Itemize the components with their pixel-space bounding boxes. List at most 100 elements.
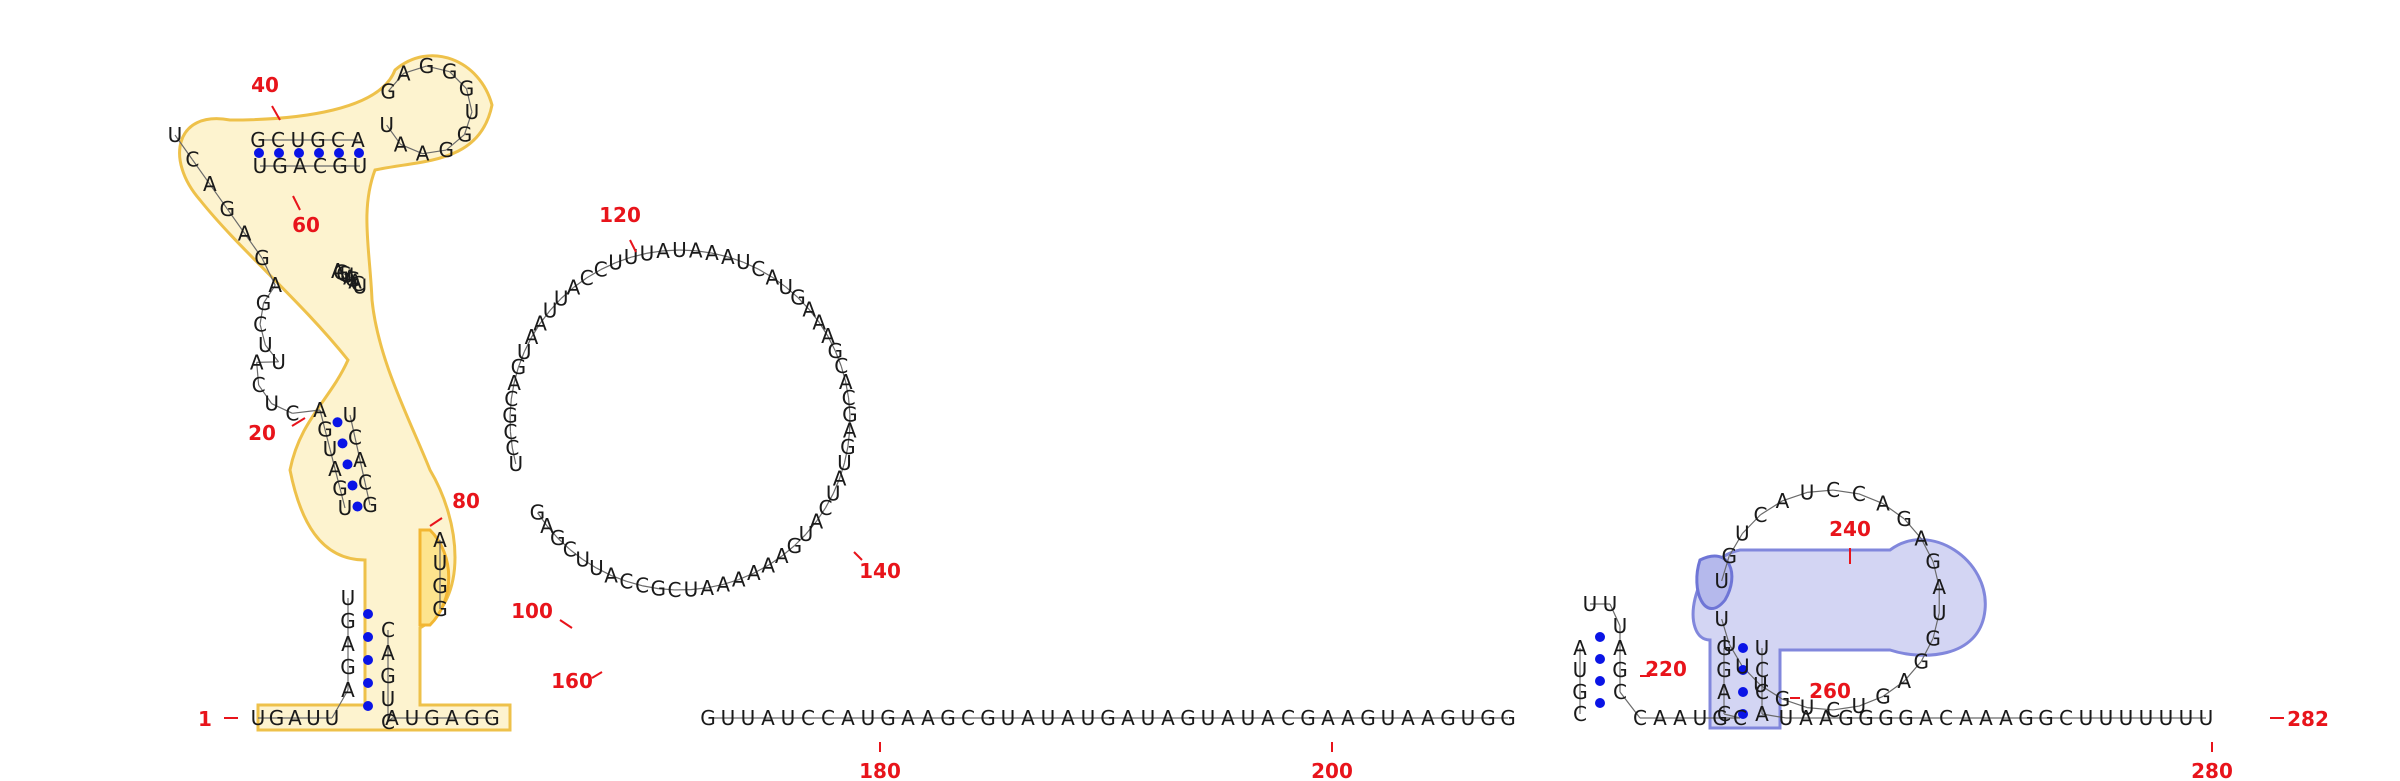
nucleotide: G: [1898, 706, 1914, 730]
nucleotide: G: [1180, 706, 1196, 730]
nucleotide: U: [338, 496, 353, 520]
position-label: 260: [1809, 679, 1851, 703]
position-tick: [292, 195, 301, 211]
position-label: 60: [292, 213, 320, 237]
nucleotide: U: [1001, 706, 1016, 730]
nucleotide: C: [271, 128, 285, 152]
nucleotide: C: [313, 154, 327, 178]
nucleotide: U: [1583, 592, 1598, 616]
position-tick: [291, 417, 306, 427]
nucleotide: C: [1281, 706, 1295, 730]
nucleotide: U: [1201, 706, 1216, 730]
nucleotide: U: [253, 154, 268, 178]
nucleotide: U: [1852, 694, 1867, 718]
nucleotide: G: [980, 706, 996, 730]
nucleotide: G: [842, 402, 858, 426]
nucleotide: A: [1919, 706, 1933, 730]
nucleotide: G: [464, 706, 480, 730]
nucleotide: G: [332, 154, 348, 178]
nucleotide: A: [1876, 492, 1890, 516]
nucleotide: G: [1480, 706, 1496, 730]
nucleotide: A: [1121, 706, 1135, 730]
nucleotide: G: [1612, 658, 1628, 682]
nucleotide: G: [254, 246, 270, 270]
base-pair-dot: [363, 609, 373, 619]
nucleotide: C: [381, 710, 395, 734]
nucleotide: A: [567, 276, 581, 300]
nucleotide: A: [775, 544, 789, 568]
nucleotide: A: [809, 510, 823, 534]
base-pair-dot: [363, 632, 373, 642]
nucleotide: A: [761, 706, 775, 730]
nucleotide: U: [1755, 636, 1770, 660]
nucleotide: A: [1573, 636, 1587, 660]
nucleotide: C: [1755, 658, 1769, 682]
nucleotide: G: [1440, 706, 1456, 730]
nucleotide: G: [345, 267, 361, 291]
nucleotide: U: [353, 154, 368, 178]
nucleotide: C: [358, 471, 372, 495]
nucleotide: A: [1932, 575, 1946, 599]
nucleotide: C: [635, 574, 649, 598]
nucleotide: G: [502, 403, 518, 427]
nucleotide: G: [333, 260, 349, 284]
base-pair-dot: [363, 655, 373, 665]
nucleotide: U: [341, 586, 356, 610]
nucleotide: A: [821, 324, 835, 348]
nucleotide: C: [504, 387, 518, 411]
backbone-layer: [174, 65, 2206, 723]
position-label: 160: [551, 669, 593, 693]
nucleotide: A: [1776, 489, 1790, 513]
nucleotide: U: [1613, 614, 1628, 638]
base-pair-dot: [1595, 676, 1605, 686]
position-label: 40: [251, 73, 279, 97]
nucleotide: A: [397, 61, 411, 85]
nucleotide: U: [1573, 658, 1588, 682]
nucleotide: A: [732, 568, 746, 592]
nucleotide: A: [1221, 706, 1235, 730]
nucleotide: C: [563, 537, 577, 561]
nucleotide: A: [656, 239, 670, 263]
base-pair-dot: [1738, 709, 1748, 719]
nucleotide: U: [517, 340, 532, 364]
nucleotide: G: [432, 597, 448, 621]
nucleotide: U: [264, 392, 279, 416]
nucleotide: G: [787, 534, 803, 558]
nucleotide: G: [530, 501, 546, 525]
nucleotide: A: [747, 561, 761, 585]
nucleotide: A: [721, 245, 735, 269]
nucleotide: A: [331, 259, 345, 283]
nucleotide: A: [416, 142, 430, 166]
nucleotide: G: [1913, 650, 1929, 674]
nucleotide: G: [484, 706, 500, 730]
nucleotide: C: [619, 569, 633, 593]
nucleotide: G: [272, 154, 288, 178]
base-pair-dot: [1738, 665, 1748, 675]
position-label: 1: [198, 707, 212, 731]
nucleotide: G: [336, 262, 352, 286]
nucleotide: U: [381, 687, 396, 711]
nucleotide: A: [385, 706, 399, 730]
nucleotide: A: [268, 273, 282, 297]
nucleotide: U: [640, 241, 655, 265]
position-tick: [429, 517, 443, 527]
nucleotide: C: [2059, 706, 2073, 730]
nucleotide: A: [689, 239, 703, 263]
nucleotide: U: [2179, 706, 2194, 730]
nucleotide: A: [1979, 706, 1993, 730]
nucleotide: U: [672, 238, 687, 262]
nucleotide: G: [1716, 636, 1732, 660]
nucleotide: A: [921, 706, 935, 730]
nucleotide: U: [1714, 607, 1729, 631]
nucleotide: U: [2079, 706, 2094, 730]
nucleotide: U: [465, 100, 480, 124]
base-pair-dot: [1595, 654, 1605, 664]
nucleotide: U: [575, 547, 590, 571]
nucleotide: U: [1735, 655, 1750, 679]
nucleotide: A: [1673, 706, 1687, 730]
base-pair-dot: [294, 148, 304, 158]
base-pair-dot: [354, 148, 364, 158]
nucleotide: U: [325, 706, 340, 730]
nucleotide: G: [700, 706, 716, 730]
